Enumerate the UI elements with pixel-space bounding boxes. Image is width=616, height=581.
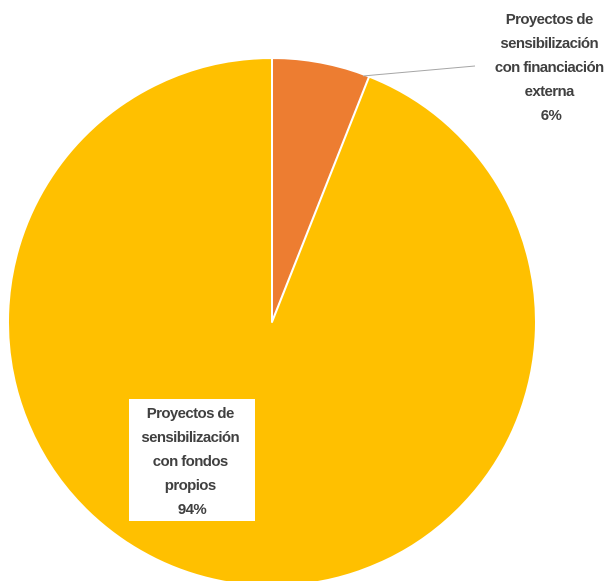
data-label-line: sensibilización xyxy=(500,35,598,52)
data-label-percent: 94% xyxy=(178,501,206,518)
data-label-line: sensibilización xyxy=(141,429,239,446)
pie-slices xyxy=(7,57,537,581)
data-label-line: externa xyxy=(525,83,575,100)
leader-line xyxy=(362,65,476,77)
data-label-line: con fondos xyxy=(153,453,228,470)
pie-slice-1 xyxy=(7,57,537,581)
data-label-percent: 6% xyxy=(541,107,562,124)
svg-text:Proyectos de sensibiliza: Proyectos de sensibilización con financi… xyxy=(495,11,607,124)
data-label-line: con financiación xyxy=(495,59,604,76)
data-label-externa: Proyectos de sensibilización con financi… xyxy=(495,11,607,124)
data-label-box xyxy=(129,399,255,521)
data-label-line: propios xyxy=(165,477,216,494)
data-label-propios: Proyectos de sensibilización con fondos … xyxy=(129,399,255,521)
data-label-line: Proyectos de xyxy=(506,11,593,28)
svg-text:Proyectos de sensibiliza: Proyectos de sensibilización con fondos … xyxy=(141,405,242,518)
data-label-line: Proyectos de xyxy=(147,405,234,422)
